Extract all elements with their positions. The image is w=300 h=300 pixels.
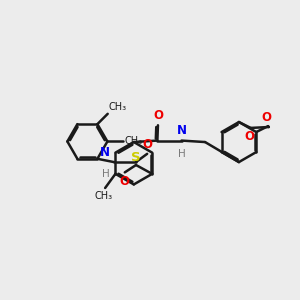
Text: CH₃: CH₃: [95, 191, 113, 201]
Text: O: O: [143, 139, 153, 152]
Text: N: N: [176, 124, 187, 137]
Text: S: S: [131, 151, 141, 164]
Text: H: H: [102, 169, 110, 178]
Text: N: N: [100, 146, 110, 158]
Text: O: O: [244, 130, 254, 143]
Text: O: O: [153, 109, 163, 122]
Text: H: H: [178, 149, 185, 159]
Text: CH₃: CH₃: [124, 136, 142, 146]
Text: O: O: [119, 175, 129, 188]
Text: CH₃: CH₃: [109, 102, 127, 112]
Text: O: O: [262, 111, 272, 124]
